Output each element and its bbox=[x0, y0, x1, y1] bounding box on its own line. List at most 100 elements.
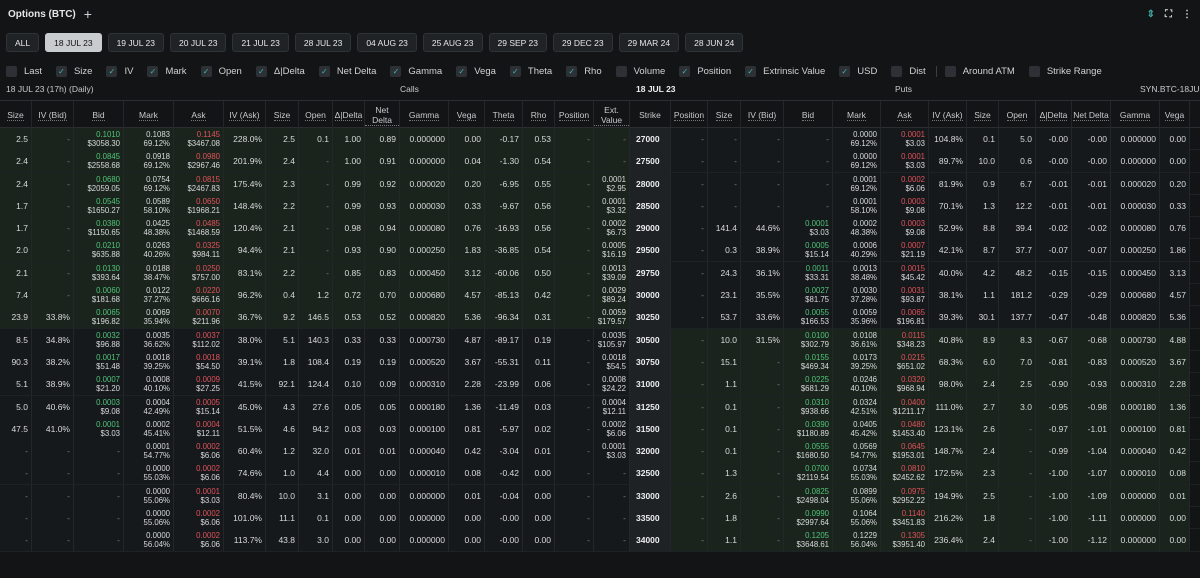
put-cell[interactable]: -0.07 bbox=[1036, 239, 1072, 262]
call-cell[interactable]: - bbox=[32, 484, 74, 507]
put-cell[interactable]: - bbox=[784, 150, 833, 173]
put-cell[interactable]: 31.5% bbox=[741, 328, 784, 351]
call-cell[interactable]: 0.01 bbox=[365, 440, 400, 463]
table-row[interactable]: 2.1-0.0130 $393.64 0.0188 38.47% 0.0250 $757.… bbox=[0, 261, 1200, 285]
put-cell[interactable]: 0.01 bbox=[1160, 484, 1190, 507]
call-cell[interactable]: 0.92 bbox=[365, 172, 400, 195]
put-cell[interactable]: 0.0569 54.77% bbox=[833, 440, 881, 463]
put-cell[interactable]: 0.1064 55.06% bbox=[833, 507, 881, 530]
call-cell[interactable]: 0.0002 45.41% bbox=[124, 417, 174, 440]
put-cell[interactable]: 0.0645 $1953.01 bbox=[881, 440, 929, 463]
call-cell[interactable]: 38.2% bbox=[32, 350, 74, 373]
call-cell[interactable]: -0.00 bbox=[485, 507, 523, 530]
call-cell[interactable]: 201.9% bbox=[224, 150, 266, 173]
call-cell[interactable]: 2.2 bbox=[266, 194, 299, 217]
put-cell[interactable]: 0.00 bbox=[1160, 150, 1190, 173]
call-cell[interactable]: 0.0008 40.10% bbox=[124, 373, 174, 396]
call-cell[interactable]: 0.0918 69.12% bbox=[124, 150, 174, 173]
expiry-tab[interactable]: 19 JUL 23 bbox=[107, 32, 164, 52]
put-cell[interactable]: 1.1 bbox=[967, 284, 999, 307]
put-cell[interactable]: 0.000680 bbox=[1111, 284, 1160, 307]
put-cell[interactable]: -1.12 bbox=[1072, 529, 1111, 552]
call-cell[interactable]: 0.08 bbox=[449, 462, 485, 485]
option-toggle[interactable]: ✓ Mark bbox=[147, 65, 187, 77]
call-cell[interactable]: 43.8 bbox=[266, 529, 299, 552]
put-cell[interactable]: - bbox=[741, 150, 784, 173]
call-cell[interactable]: 0.4 bbox=[266, 284, 299, 307]
put-cell[interactable]: -1.00 bbox=[1036, 484, 1072, 507]
call-cell[interactable]: - bbox=[0, 462, 32, 485]
call-cell[interactable]: 0.000040 bbox=[400, 440, 449, 463]
call-cell[interactable]: - bbox=[594, 529, 630, 552]
call-cell[interactable]: - bbox=[0, 440, 32, 463]
call-cell[interactable]: 0.0004 $12.11 bbox=[594, 395, 630, 418]
put-cell[interactable]: 0.0225 $681.29 bbox=[784, 373, 833, 396]
put-cell[interactable]: 0.0734 55.03% bbox=[833, 462, 881, 485]
put-cell[interactable]: 0.42 bbox=[1160, 440, 1190, 463]
call-cell[interactable]: 0.0001 $3.32 bbox=[594, 194, 630, 217]
expiry-tab[interactable]: 20 JUL 23 bbox=[170, 32, 227, 52]
put-cell[interactable]: 2.7 bbox=[967, 395, 999, 418]
put-cell[interactable]: 0.0320 $968.94 bbox=[881, 373, 929, 396]
call-cell[interactable]: -60.06 bbox=[485, 261, 523, 284]
call-cell[interactable]: 0.19 bbox=[523, 328, 555, 351]
call-cell[interactable]: 0.0013 $39.09 bbox=[594, 261, 630, 284]
call-cell[interactable]: 0.00 bbox=[365, 462, 400, 485]
put-cell[interactable]: - bbox=[671, 217, 708, 240]
expiry-tab[interactable]: 29 SEP 23 bbox=[488, 32, 547, 52]
call-cell[interactable]: 1.2 bbox=[266, 440, 299, 463]
expiry-tab[interactable]: 29 MAR 24 bbox=[618, 32, 680, 52]
call-cell[interactable]: 0.000000 bbox=[400, 128, 449, 150]
put-cell[interactable]: 81.9% bbox=[929, 172, 967, 195]
option-toggle[interactable]: ✓ Δ|Delta bbox=[255, 65, 305, 77]
call-cell[interactable]: 0.0000 55.06% bbox=[124, 507, 174, 530]
put-cell[interactable]: - bbox=[999, 507, 1036, 530]
call-cell[interactable]: 32.0 bbox=[299, 440, 333, 463]
put-cell[interactable]: 24.3 bbox=[708, 261, 741, 284]
put-cell[interactable]: -1.01 bbox=[1072, 417, 1111, 440]
call-cell[interactable]: 4.4 bbox=[299, 462, 333, 485]
checkbox-checked-icon[interactable]: ✓ bbox=[390, 65, 402, 77]
put-cell[interactable]: 0.000520 bbox=[1111, 350, 1160, 373]
put-cell[interactable]: 1.36 bbox=[1160, 395, 1190, 418]
call-cell[interactable]: 2.5 bbox=[266, 128, 299, 150]
call-cell[interactable]: 0.03 bbox=[333, 417, 365, 440]
put-cell[interactable]: - bbox=[741, 529, 784, 552]
call-cell[interactable]: 0.56 bbox=[523, 217, 555, 240]
call-cell[interactable]: 2.1 bbox=[266, 217, 299, 240]
call-cell[interactable]: 0.0845 $2558.68 bbox=[74, 150, 124, 173]
put-cell[interactable]: 0.1140 $3451.83 bbox=[881, 507, 929, 530]
call-cell[interactable]: 0.00 bbox=[449, 507, 485, 530]
call-cell[interactable]: - bbox=[299, 150, 333, 173]
put-cell[interactable]: 2.4 bbox=[967, 373, 999, 396]
call-cell[interactable]: 3.12 bbox=[449, 261, 485, 284]
call-cell[interactable]: - bbox=[555, 462, 594, 485]
put-cell[interactable]: 0.0000 69.12% bbox=[833, 128, 881, 150]
call-cell[interactable]: 3.0 bbox=[299, 529, 333, 552]
call-cell[interactable]: - bbox=[0, 529, 32, 552]
call-cell[interactable]: - bbox=[594, 484, 630, 507]
call-cell[interactable]: 4.3 bbox=[266, 395, 299, 418]
put-cell[interactable]: 0.0390 $1180.89 bbox=[784, 417, 833, 440]
call-cell[interactable]: 228.0% bbox=[224, 128, 266, 150]
put-cell[interactable]: - bbox=[671, 373, 708, 396]
call-cell[interactable]: - bbox=[555, 328, 594, 351]
put-cell[interactable]: 0.000310 bbox=[1111, 373, 1160, 396]
call-cell[interactable]: 0.0002 $6.06 bbox=[174, 462, 224, 485]
call-cell[interactable]: 0.000080 bbox=[400, 217, 449, 240]
put-cell[interactable]: 0.76 bbox=[1160, 217, 1190, 240]
call-cell[interactable]: - bbox=[555, 529, 594, 552]
put-cell[interactable]: 0.0059 35.96% bbox=[833, 306, 881, 329]
call-cell[interactable]: 5.0 bbox=[0, 395, 32, 418]
call-cell[interactable]: 1.2 bbox=[299, 284, 333, 307]
call-cell[interactable]: - bbox=[555, 194, 594, 217]
call-cell[interactable]: -89.17 bbox=[485, 328, 523, 351]
call-cell[interactable]: - bbox=[74, 507, 124, 530]
put-cell[interactable]: -0.68 bbox=[1072, 328, 1111, 351]
put-cell[interactable]: - bbox=[741, 484, 784, 507]
call-cell[interactable]: 2.3 bbox=[266, 172, 299, 195]
call-cell[interactable]: 0.54 bbox=[523, 239, 555, 262]
put-cell[interactable]: 36.1% bbox=[741, 261, 784, 284]
call-cell[interactable]: - bbox=[32, 194, 74, 217]
put-cell[interactable]: 38.9% bbox=[741, 239, 784, 262]
